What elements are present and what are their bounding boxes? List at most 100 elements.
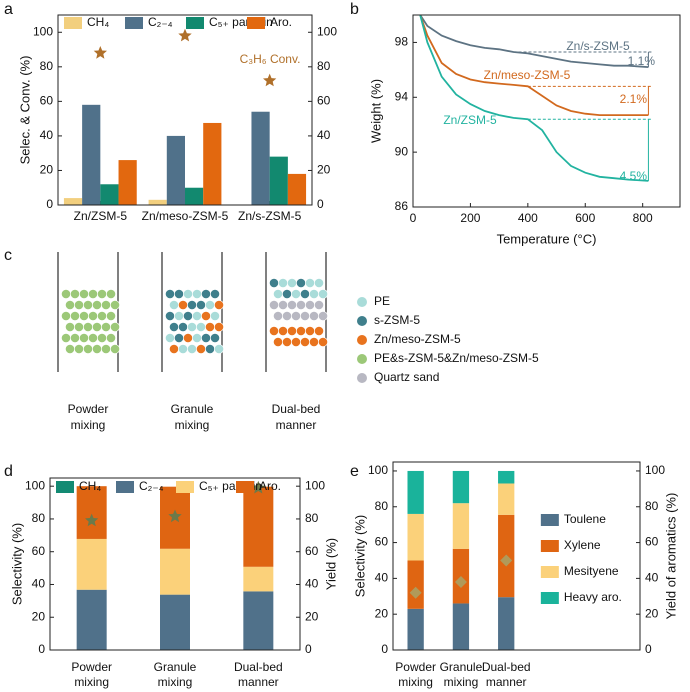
axis-title: Yield (%)	[323, 538, 338, 590]
y-tick-label: 0	[381, 642, 388, 656]
particle	[318, 337, 328, 347]
legend-swatch	[540, 592, 559, 604]
particle	[296, 326, 306, 336]
particle	[165, 311, 175, 321]
x-tick-label: 0	[410, 211, 417, 225]
particle	[83, 322, 93, 332]
particle	[79, 333, 89, 343]
weight-curve	[419, 14, 649, 116]
axis-title: Selectivity (%)	[9, 523, 24, 605]
text-line: manner	[486, 675, 527, 689]
text-line: Powder	[395, 660, 436, 674]
particle	[314, 278, 324, 288]
particle	[79, 289, 89, 299]
legend-label: CH₄	[87, 15, 109, 29]
particle	[70, 289, 80, 299]
panel-label: a	[4, 1, 13, 18]
particle	[97, 289, 107, 299]
particle	[106, 311, 116, 321]
y-tick-label: 86	[395, 199, 409, 213]
star-marker	[178, 28, 192, 42]
legend-swatch	[125, 17, 143, 29]
plot-frame	[57, 14, 313, 206]
bar	[251, 111, 270, 205]
y2-tick-label: 40	[317, 128, 331, 142]
text-line: Granule	[171, 402, 214, 416]
text-line: Powder	[68, 402, 109, 416]
legend-label: PE	[374, 294, 390, 308]
particle	[101, 322, 111, 332]
particle	[300, 311, 310, 321]
y2-tick-label: 100	[317, 24, 337, 38]
y-tick-label: 0	[38, 642, 45, 656]
bar	[100, 184, 119, 205]
axis-title: Temperature (°C)	[497, 231, 597, 246]
particle	[201, 311, 211, 321]
particle	[201, 333, 211, 343]
particle	[169, 344, 179, 354]
y-tick-label: 20	[32, 609, 46, 623]
legend-swatch	[116, 481, 134, 493]
particle	[287, 278, 297, 288]
bar-segment	[407, 560, 424, 609]
legend-label: s-ZSM-5	[374, 313, 420, 327]
bar-segment	[407, 470, 424, 514]
series-annotation: C₃H₆ Conv.	[240, 52, 301, 66]
particle	[83, 344, 93, 354]
y2-tick-label: 100	[645, 463, 665, 477]
loss-label: 4.5%	[620, 169, 648, 183]
text-line: mixing	[74, 675, 109, 689]
particle	[314, 326, 324, 336]
y-tick-label: 60	[32, 544, 46, 558]
y2-tick-label: 80	[317, 59, 331, 73]
y-tick-label: 20	[375, 606, 389, 620]
bar	[203, 122, 222, 205]
y-tick-label: 40	[40, 128, 54, 142]
bar-segment	[76, 486, 107, 539]
particle	[273, 289, 283, 299]
plot-frame	[392, 461, 641, 651]
y-tick-label: 60	[375, 535, 389, 549]
star-marker	[263, 73, 277, 87]
x-tick-label: Granule mixing	[440, 660, 483, 689]
particle	[309, 311, 319, 321]
legend-swatch	[186, 17, 204, 29]
bar-segment	[407, 513, 424, 561]
bar	[185, 187, 204, 205]
y-tick-label: 80	[40, 59, 54, 73]
particle	[269, 326, 279, 336]
text-line: mixing	[398, 675, 433, 689]
legend-label: Toulene	[564, 512, 606, 526]
particle	[97, 333, 107, 343]
particle	[110, 344, 120, 354]
bar-segment	[452, 603, 470, 650]
particle	[278, 300, 288, 310]
axis-title: Yield of aromatics (%)	[663, 493, 678, 620]
particle	[291, 311, 301, 321]
bar-segment	[498, 597, 515, 650]
bar-segment	[407, 608, 424, 650]
particle	[282, 311, 292, 321]
particle	[296, 300, 306, 310]
particle	[192, 289, 202, 299]
y2-tick-label: 80	[305, 511, 319, 525]
particle	[169, 322, 179, 332]
x-tick-label: Dual-bed manner	[482, 660, 531, 689]
particle	[296, 278, 306, 288]
legend-label: Mesityene	[564, 564, 619, 578]
panel-label: e	[350, 463, 359, 480]
setup-label: Dual-bed manner	[272, 402, 321, 432]
particle	[61, 333, 71, 343]
y-tick-label: 100	[368, 463, 388, 477]
legend-swatch	[540, 566, 559, 578]
loss-label: 2.1%	[620, 92, 648, 106]
weight-curve	[419, 14, 649, 182]
panel-label: d	[4, 463, 13, 480]
setup-label: Powder mixing	[68, 402, 109, 432]
particle	[214, 300, 224, 310]
series-label: Zn/meso-ZSM-5	[484, 68, 571, 82]
bar-segment	[243, 486, 274, 567]
legend-swatch	[247, 17, 265, 29]
particle	[174, 289, 184, 299]
y2-tick-label: 40	[645, 571, 659, 585]
